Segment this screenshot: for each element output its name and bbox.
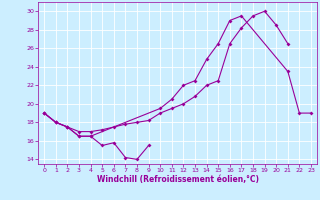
X-axis label: Windchill (Refroidissement éolien,°C): Windchill (Refroidissement éolien,°C) [97,175,259,184]
